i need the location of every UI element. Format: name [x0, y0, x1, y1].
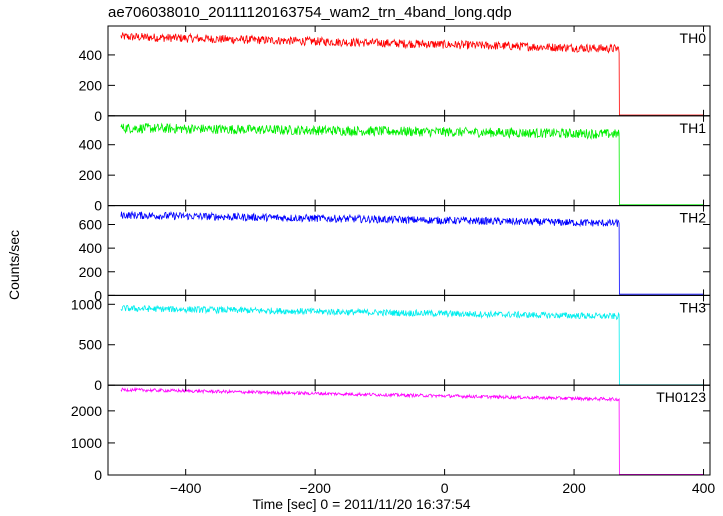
series-label-th0123: TH0123 — [656, 389, 706, 405]
series-line-th3 — [120, 304, 704, 386]
y-tick-label: 400 — [79, 240, 103, 256]
series-label-th1: TH1 — [680, 120, 707, 136]
y-tick-label: 400 — [79, 47, 103, 63]
series-line-th2 — [120, 210, 704, 295]
y-tick-label: 0 — [94, 467, 102, 483]
y-tick-label: 200 — [79, 167, 103, 183]
x-tick-label: 0 — [441, 480, 449, 496]
y-tick-label: 0 — [94, 108, 102, 124]
x-axis-label: Time [sec] 0 = 2011/11/20 16:37:54 — [252, 496, 471, 512]
x-tick-label: 400 — [692, 480, 716, 496]
y-tick-label: 0 — [94, 287, 102, 303]
y-tick-label: 600 — [79, 217, 103, 233]
y-tick-label: 200 — [79, 77, 103, 93]
series-line-th0123 — [120, 386, 704, 475]
panel-frame — [107, 384, 711, 476]
series-label-th0: TH0 — [680, 30, 707, 46]
x-tick-label: −200 — [299, 480, 331, 496]
x-tick-label: 200 — [562, 480, 586, 496]
y-tick-label: 2000 — [71, 403, 102, 419]
series-label-th3: TH3 — [680, 299, 707, 315]
y-tick-label: 0 — [94, 377, 102, 393]
chart-title: ae706038010_20111120163754_wam2_trn_4ban… — [108, 4, 512, 21]
y-tick-label: 200 — [79, 264, 103, 280]
y-tick-label: 1000 — [71, 435, 102, 451]
y-tick-label: 1000 — [71, 296, 102, 312]
series-line-th1 — [120, 122, 704, 206]
x-tick-label: −400 — [170, 480, 202, 496]
series-label-th2: TH2 — [680, 210, 707, 226]
y-tick-label: 400 — [79, 137, 103, 153]
y-tick-label: 500 — [79, 337, 103, 353]
series-line-th0 — [120, 32, 704, 116]
y-tick-label: 0 — [94, 198, 102, 214]
